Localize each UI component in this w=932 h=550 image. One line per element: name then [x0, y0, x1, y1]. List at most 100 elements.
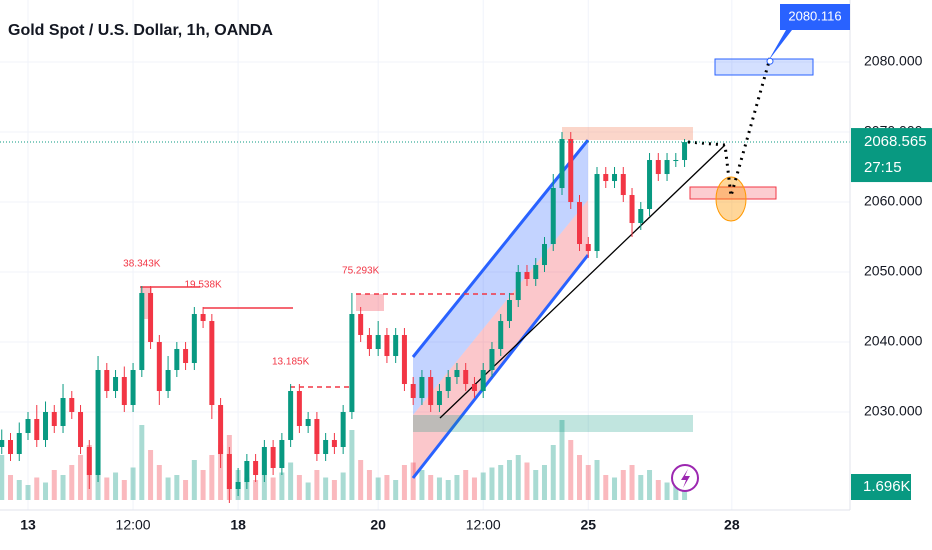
volume-bar	[261, 475, 267, 500]
time-axis	[0, 510, 932, 550]
volume-bar	[533, 470, 539, 500]
volume-bar	[34, 477, 40, 500]
volume-bar	[279, 472, 285, 500]
candle-body	[463, 370, 469, 385]
volume-layer	[0, 420, 688, 500]
volume-bar	[51, 470, 57, 500]
volume-bar	[445, 480, 451, 500]
candle-body	[541, 244, 547, 266]
candle-body	[270, 447, 276, 469]
candle-body	[191, 314, 197, 364]
candle-body	[130, 370, 136, 406]
candle-body	[78, 412, 84, 448]
candle-body	[375, 335, 381, 350]
volume-bar	[174, 475, 180, 500]
candle-body	[95, 370, 101, 476]
volume-bar	[384, 475, 390, 500]
volume-bar	[288, 462, 294, 500]
candle-body	[533, 265, 539, 280]
volume-bar	[130, 467, 136, 500]
candle-body	[86, 447, 92, 476]
supply-zone	[562, 127, 693, 140]
volume-label: 1.696K	[863, 478, 911, 495]
volume-bar	[498, 465, 504, 500]
target-point	[766, 57, 774, 65]
volume-bar	[568, 440, 574, 500]
volume-bar	[60, 475, 66, 500]
volume-bar	[638, 475, 644, 500]
volume-bar	[95, 470, 101, 500]
channel-top	[411, 139, 590, 358]
volume-bar	[200, 470, 206, 500]
candle-body	[8, 440, 14, 455]
candle-body	[559, 139, 565, 189]
candle-body	[226, 454, 232, 490]
volume-bar	[550, 445, 556, 500]
candle-body	[25, 419, 31, 434]
volume-bar	[209, 455, 215, 500]
candle-body	[0, 440, 5, 448]
volume-bar	[340, 472, 346, 500]
volume-box	[851, 474, 911, 500]
candle-body	[454, 370, 460, 378]
volume-bar	[428, 475, 434, 500]
candle-body	[664, 160, 670, 175]
y-tick-label: 2080.000	[864, 53, 923, 69]
candle-body	[288, 391, 294, 441]
candle-body	[296, 391, 302, 427]
channel-fill-upper	[413, 140, 588, 415]
volume-bar	[113, 472, 119, 500]
volume-bar	[191, 460, 197, 500]
volume-bar	[156, 465, 162, 500]
candle-body	[121, 377, 127, 406]
volume-bar	[139, 425, 145, 500]
candle-body	[638, 209, 644, 224]
candle-body	[235, 482, 241, 490]
demand-zone	[413, 415, 693, 432]
x-tick-label: 18	[230, 517, 246, 533]
volume-bar	[612, 477, 618, 500]
volume-bar	[620, 470, 626, 500]
volume-bar	[647, 470, 653, 500]
y-tick-label: 2030.000	[864, 403, 923, 419]
chart-title: Gold Spot / U.S. Dollar, 1h, OANDA	[8, 22, 273, 39]
volume-bar	[419, 470, 425, 500]
volume-bar	[673, 477, 679, 500]
candle-body	[498, 321, 504, 350]
candle-body	[340, 412, 346, 448]
candle-body	[384, 335, 390, 357]
pivot-label: 13.185K	[272, 357, 310, 368]
volume-bar	[104, 477, 110, 500]
countdown-label: 27:15	[864, 159, 902, 176]
volume-bar	[25, 485, 31, 500]
volume-bar	[454, 475, 460, 500]
candle-body	[428, 377, 434, 406]
volume-bar	[594, 460, 600, 500]
candle-body	[253, 461, 259, 476]
candle-body	[401, 335, 407, 385]
pivot-label: 19.538K	[184, 280, 222, 291]
candle-body	[16, 433, 22, 455]
candle-body	[550, 188, 556, 245]
candle-body	[436, 391, 442, 406]
candle-body	[471, 384, 477, 392]
candle-body	[43, 412, 49, 441]
x-tick-label: 12:00	[116, 517, 151, 533]
volume-bar	[253, 480, 259, 500]
candle-body	[34, 419, 40, 441]
candle-body	[60, 398, 66, 427]
volume-bar	[480, 472, 486, 500]
x-tick-label: 13	[20, 517, 36, 533]
volume-bar	[16, 480, 22, 500]
volume-bar	[148, 450, 154, 500]
candle-body	[218, 405, 224, 455]
volume-bar	[8, 475, 14, 500]
candle-body	[366, 335, 372, 350]
candle-body	[577, 202, 583, 245]
candle-body	[393, 335, 399, 357]
volume-bar	[541, 465, 547, 500]
candle-body	[314, 419, 320, 455]
volume-bar	[559, 420, 565, 500]
volume-bar	[349, 430, 355, 500]
volume-bar	[401, 465, 407, 500]
